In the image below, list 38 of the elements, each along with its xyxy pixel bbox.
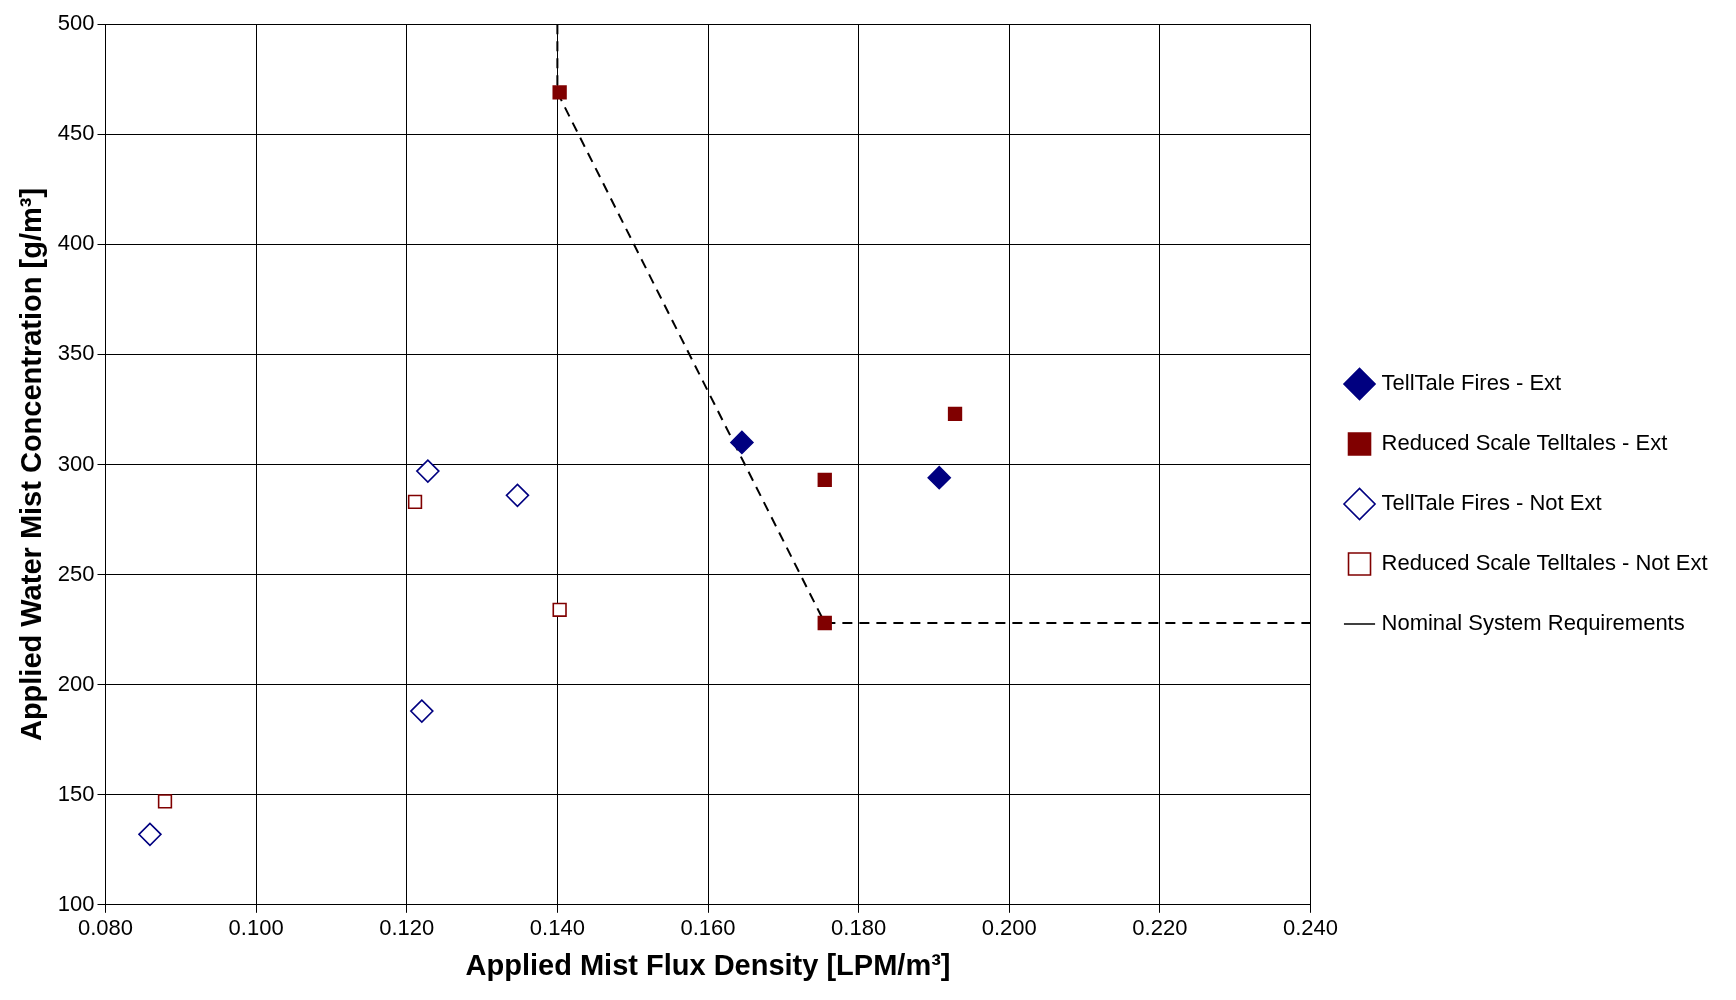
y-tick-label: 300	[57, 450, 95, 476]
x-tick-label: 0.240	[1282, 915, 1339, 941]
point	[730, 430, 754, 455]
y-tick-label: 350	[57, 340, 95, 366]
legend-label: TellTale Fires - Not Ext	[1381, 490, 1602, 516]
point	[947, 406, 963, 422]
y-tick-label: 400	[57, 230, 95, 256]
x-tick-label: 0.140	[529, 915, 585, 941]
legend-label: Reduced Scale Telltales - Ext	[1381, 430, 1668, 456]
x-tick-label: 0.160	[680, 915, 736, 941]
y-axis-title: Applied Water Mist Concentration [g/m³]	[15, 187, 48, 742]
x-tick-label: 0.080	[77, 915, 134, 941]
legend-label: Nominal System Requirements	[1381, 610, 1685, 636]
x-tick-label: 0.200	[981, 915, 1037, 941]
point	[416, 459, 440, 483]
y-tick-label: 200	[57, 670, 95, 696]
y-tick-label: 150	[57, 780, 95, 806]
y-tick-label: 500	[57, 10, 95, 36]
point	[552, 85, 567, 100]
legend-label: TellTale Fires - Ext	[1381, 370, 1562, 396]
x-tick-label: 0.120	[379, 915, 435, 941]
point	[410, 699, 434, 723]
x-tick-label: 0.220	[1132, 915, 1188, 941]
point	[927, 465, 952, 490]
legend-label: Reduced Scale Telltales - Not Ext	[1381, 550, 1708, 576]
point	[817, 615, 832, 631]
x-tick-label: 0.180	[831, 915, 887, 941]
point	[505, 483, 530, 508]
point	[138, 822, 162, 847]
y-tick-label: 450	[57, 120, 95, 146]
point	[817, 472, 832, 488]
y-tick-label: 250	[57, 560, 95, 586]
point	[407, 494, 423, 510]
x-axis-title: Applied Mist Flux Density [LPM/m³]	[465, 948, 951, 981]
y-tick-label: 100	[57, 890, 95, 916]
point	[157, 794, 173, 809]
point	[552, 602, 567, 617]
x-tick-label: 0.100	[228, 915, 284, 941]
